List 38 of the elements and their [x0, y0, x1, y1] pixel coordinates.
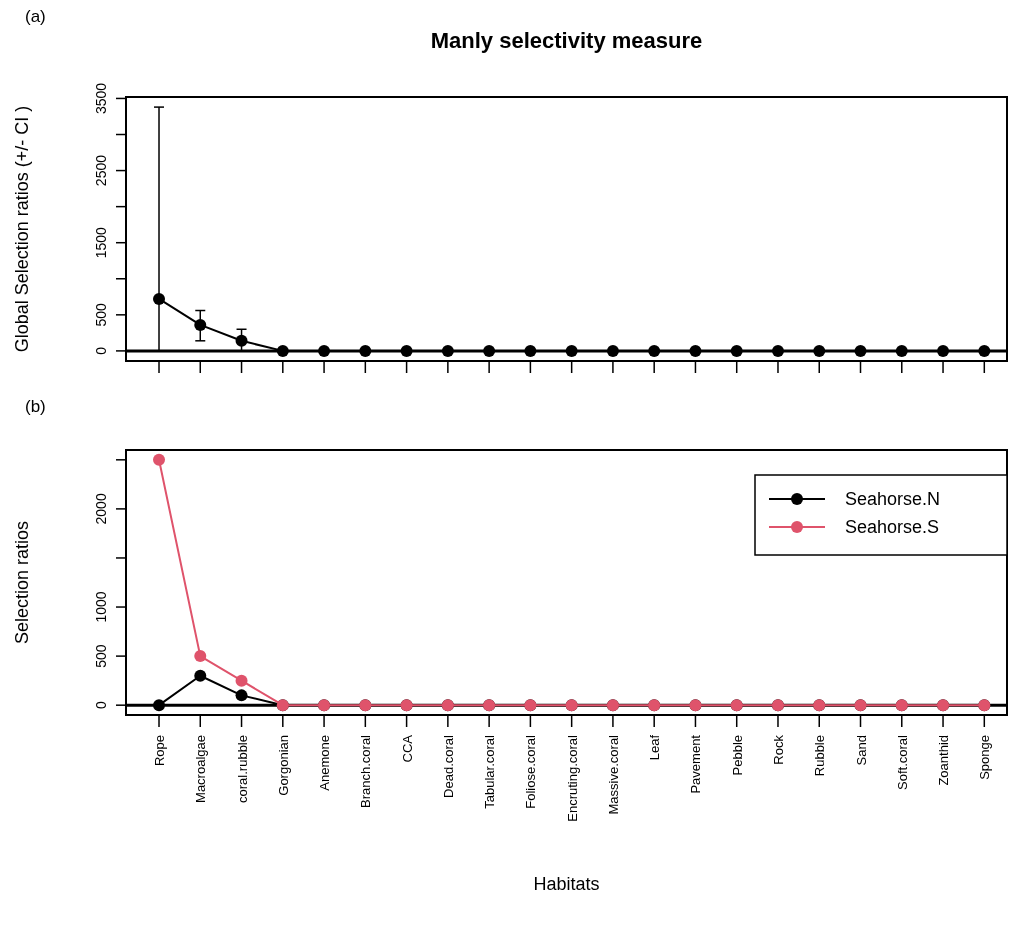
x-tick-label: Dead.coral [440, 734, 456, 798]
x-tick-label: Rope [152, 735, 168, 767]
y-tick-label: 1500 [93, 226, 109, 259]
y-tick-label: 500 [93, 302, 109, 327]
legend-label: Seahorse.N [845, 489, 941, 509]
x-tick-label: Macroalgae [193, 735, 209, 803]
text: (a) [25, 7, 46, 26]
x-tick-label: Zoanthid [936, 735, 952, 786]
x-tick-label: Encruting.coral [564, 734, 580, 822]
x-tick-label: Branch.coral [358, 734, 374, 808]
legend-label: Seahorse.S [845, 517, 940, 537]
x-tick-label: Sponge [977, 735, 993, 780]
x-tick-label: Gorgonian [275, 735, 291, 796]
x-axis-title: Habitats [533, 874, 600, 894]
y-tick-label: 500 [93, 644, 109, 668]
y-axis-title: Global Selection ratios (+/- CI ) [12, 105, 32, 353]
y-axis-title: Selection ratios [12, 520, 32, 645]
x-tick-label: coral.rubble [234, 735, 250, 803]
x-tick-label: Soft.coral [894, 734, 910, 790]
x-tick-label: Rock [770, 734, 786, 765]
x-tick-label: Leaf [647, 734, 663, 761]
y-tick-label: 2000 [93, 493, 109, 525]
x-tick-label: Tabular.coral [482, 734, 498, 809]
y-tick-label: 3500 [93, 82, 109, 115]
x-tick-label: CCA [399, 734, 415, 763]
y-tick-label: 0 [93, 346, 109, 355]
y-tick-label: 0 [93, 701, 109, 710]
x-tick-label: Pavement [688, 734, 704, 794]
chart-title: Manly selectivity measure [430, 28, 703, 53]
x-tick-label: Foliose.coral [523, 734, 539, 809]
y-tick-label: 2500 [93, 154, 109, 187]
x-tick-label: Sand [853, 735, 869, 766]
text: (b) [25, 397, 46, 416]
x-tick-label: Massive.coral [605, 734, 621, 815]
y-tick-label: 1000 [93, 591, 109, 623]
x-tick-label: Pebble [729, 735, 745, 776]
x-tick-label: Anemone [317, 735, 333, 791]
x-tick-label: Rubble [812, 735, 828, 777]
